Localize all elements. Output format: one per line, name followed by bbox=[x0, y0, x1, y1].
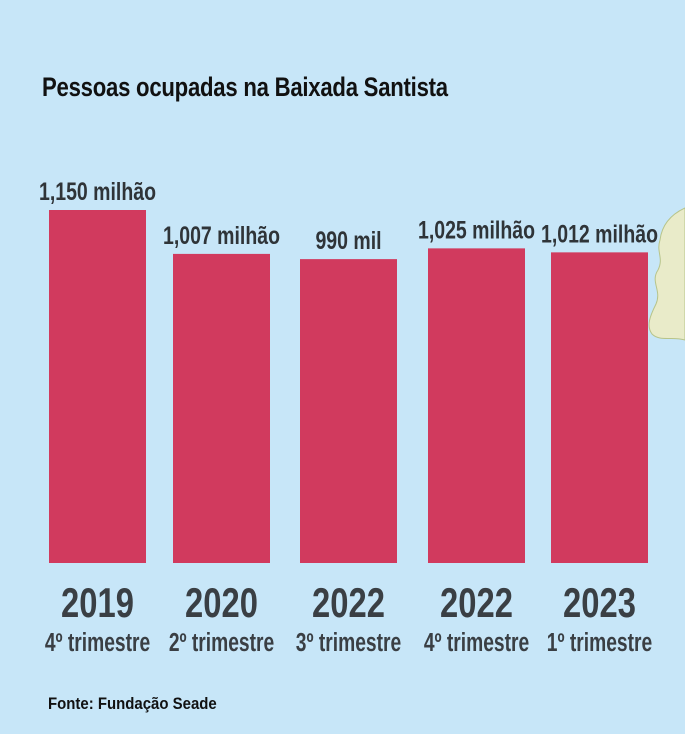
bar-2 bbox=[300, 259, 397, 563]
quarter-label-0: 4º trimestre bbox=[45, 627, 150, 657]
value-label-4: 1,012 milhão bbox=[541, 220, 658, 248]
bar-4 bbox=[551, 252, 648, 564]
quarter-label-2: 3º trimestre bbox=[296, 627, 401, 657]
year-label-1: 2020 bbox=[185, 579, 258, 626]
year-label-4: 2023 bbox=[563, 579, 636, 626]
value-label-1: 1,007 milhão bbox=[163, 222, 280, 250]
chart-title: Pessoas ocupadas na Baixada Santista bbox=[42, 72, 448, 102]
year-label-3: 2022 bbox=[440, 579, 513, 626]
quarter-label-4: 1º trimestre bbox=[547, 627, 652, 657]
bar-1 bbox=[173, 253, 270, 563]
source-note: Fonte: Fundação Seade bbox=[48, 694, 217, 713]
year-label-0: 2019 bbox=[61, 579, 134, 626]
quarter-label-3: 4º trimestre bbox=[424, 627, 529, 657]
value-label-0: 1,150 milhão bbox=[39, 178, 156, 206]
quarter-label-1: 2º trimestre bbox=[169, 627, 274, 657]
land-shape bbox=[648, 207, 685, 341]
year-label-2: 2022 bbox=[312, 579, 385, 626]
value-label-2: 990 mil bbox=[315, 227, 381, 255]
value-label-3: 1,025 milhão bbox=[418, 216, 535, 244]
bar-3 bbox=[428, 248, 525, 563]
bar-0 bbox=[49, 210, 146, 563]
